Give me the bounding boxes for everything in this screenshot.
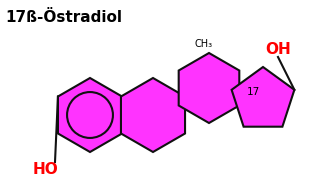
- Polygon shape: [232, 67, 294, 127]
- Text: CH₃: CH₃: [195, 39, 213, 49]
- Text: HO: HO: [32, 163, 58, 177]
- Text: 17: 17: [246, 87, 260, 97]
- Polygon shape: [121, 78, 185, 152]
- Text: OH: OH: [265, 42, 291, 56]
- Polygon shape: [58, 78, 122, 152]
- Text: 17ß-Östradiol: 17ß-Östradiol: [5, 10, 122, 25]
- Polygon shape: [179, 53, 239, 123]
